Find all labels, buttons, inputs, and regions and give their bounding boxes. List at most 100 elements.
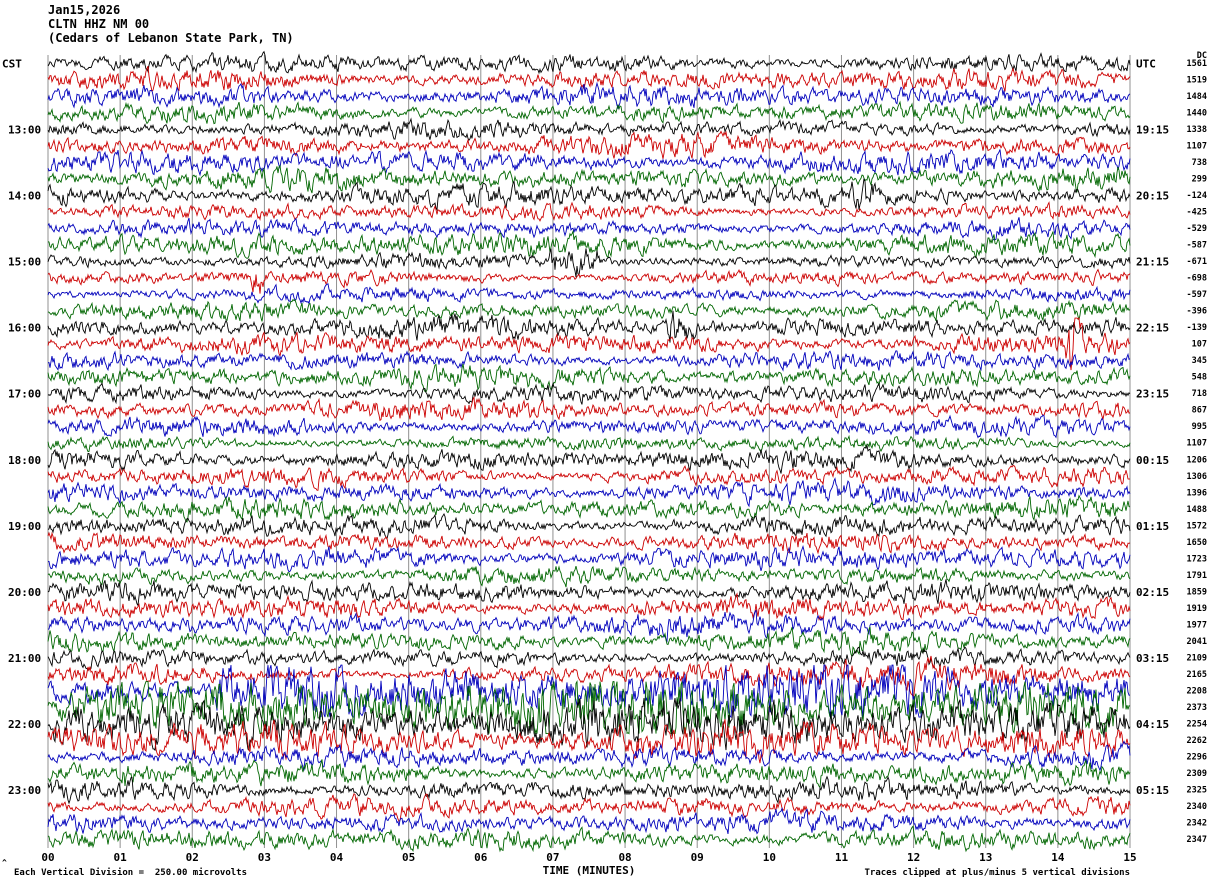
dc-offset-value: 1561 bbox=[1187, 59, 1207, 69]
seismo-trace bbox=[47, 50, 1131, 75]
utc-hour-label: 20:15 bbox=[1136, 189, 1169, 202]
seismo-trace bbox=[47, 164, 1131, 194]
x-tick-label: 02 bbox=[186, 851, 199, 864]
seismo-trace bbox=[47, 464, 1131, 491]
dc-offset-value: 1440 bbox=[1187, 108, 1207, 118]
dc-offset-value: 2342 bbox=[1187, 819, 1207, 829]
dc-offset-value: 2041 bbox=[1187, 637, 1207, 647]
cst-hour-label: 16:00 bbox=[8, 322, 41, 335]
seismo-trace bbox=[47, 283, 1131, 305]
date-label: Jan15,2026 bbox=[48, 3, 121, 17]
dc-offset-value: 1859 bbox=[1187, 587, 1207, 597]
dc-offset-value: 1338 bbox=[1187, 125, 1207, 135]
seismo-trace bbox=[47, 65, 1131, 93]
dc-offset-value: 1919 bbox=[1187, 604, 1207, 614]
x-tick-label: 07 bbox=[546, 851, 559, 864]
dc-offset-value: 738 bbox=[1192, 158, 1207, 168]
dc-offset-value: 2254 bbox=[1187, 720, 1207, 730]
seismo-trace bbox=[47, 100, 1131, 125]
dc-offset-value: 1488 bbox=[1187, 505, 1207, 515]
dc-offset-value: -597 bbox=[1187, 290, 1207, 300]
utc-hour-label: 05:15 bbox=[1136, 784, 1169, 797]
utc-hour-label: 22:15 bbox=[1136, 322, 1169, 335]
dc-offset-value: 2165 bbox=[1187, 670, 1207, 680]
x-tick-label: 04 bbox=[330, 851, 344, 864]
dc-offset-value: 345 bbox=[1192, 356, 1207, 366]
cst-hour-label: 19:00 bbox=[8, 520, 41, 533]
dc-offset-value: -587 bbox=[1187, 241, 1207, 251]
header: Jan15,2026 CLTN HHZ NM 00 (Cedars of Leb… bbox=[48, 3, 294, 45]
dc-offset-value: 2109 bbox=[1187, 654, 1207, 664]
x-tick-label: 15 bbox=[1123, 851, 1136, 864]
seismo-trace bbox=[47, 396, 1131, 422]
dc-offset-value: 2296 bbox=[1187, 753, 1207, 763]
dc-offset-value: 548 bbox=[1192, 373, 1207, 383]
seismo-trace bbox=[47, 317, 1131, 371]
utc-hour-label: UTC bbox=[1136, 57, 1156, 70]
seismo-trace bbox=[47, 531, 1131, 555]
cst-hour-label: 21:00 bbox=[8, 652, 41, 665]
x-tick-label: 13 bbox=[979, 851, 992, 864]
cst-hour-label: 23:00 bbox=[8, 784, 41, 797]
dc-offset-value: 2340 bbox=[1187, 802, 1207, 812]
corner-mark: ^ bbox=[2, 858, 7, 867]
dc-offset-value: 1977 bbox=[1187, 621, 1207, 631]
x-tick-label: 08 bbox=[618, 851, 631, 864]
clip-note: Traces clipped at plus/minus 5 vertical … bbox=[864, 868, 1130, 878]
seismo-trace bbox=[47, 443, 1131, 474]
dc-offset-value: 1107 bbox=[1187, 439, 1207, 449]
x-tick-label: 01 bbox=[114, 851, 128, 864]
seismo-trace bbox=[47, 626, 1131, 657]
dc-offset-value: 867 bbox=[1192, 406, 1207, 416]
utc-hour-label: 01:15 bbox=[1136, 520, 1169, 533]
seismo-trace bbox=[47, 268, 1131, 294]
seismo-trace bbox=[47, 646, 1131, 671]
cst-hour-label: 18:00 bbox=[8, 454, 41, 467]
x-tick-label: 10 bbox=[763, 851, 776, 864]
seismo-trace bbox=[47, 698, 1131, 752]
seismo-trace bbox=[47, 609, 1131, 643]
seismo-trace bbox=[47, 679, 1131, 735]
cst-hour-label: 20:00 bbox=[8, 586, 41, 599]
dc-offset-value: -529 bbox=[1187, 224, 1207, 234]
seismo-trace bbox=[47, 350, 1131, 372]
seismo-trace bbox=[47, 229, 1131, 259]
seismo-trace bbox=[47, 579, 1131, 607]
x-tick-label: 00 bbox=[41, 851, 54, 864]
seismo-trace bbox=[47, 825, 1131, 853]
cst-hour-label: 14:00 bbox=[8, 189, 41, 202]
cst-hour-label: CST bbox=[2, 57, 22, 70]
dc-offset-value: 718 bbox=[1192, 389, 1207, 399]
dc-offset-value: 1723 bbox=[1187, 554, 1207, 564]
seismo-trace bbox=[47, 565, 1131, 588]
dc-offset-value: 2208 bbox=[1187, 687, 1207, 697]
seismo-trace bbox=[47, 592, 1131, 622]
seismo-trace bbox=[47, 298, 1131, 322]
seismo-trace bbox=[47, 117, 1131, 141]
seismo-trace bbox=[47, 201, 1131, 222]
dc-offset-value: -124 bbox=[1187, 191, 1207, 201]
scale-note: Each Vertical Division = 250.00 microvol… bbox=[14, 868, 247, 878]
x-tick-label: 05 bbox=[402, 851, 415, 864]
x-tick-label: 11 bbox=[835, 851, 849, 864]
seismo-trace bbox=[47, 382, 1131, 405]
dc-offset-value: 1791 bbox=[1187, 571, 1207, 581]
dc-offset-value: 1484 bbox=[1187, 92, 1207, 102]
cst-hour-label: 13:00 bbox=[8, 123, 41, 136]
seismo-trace bbox=[47, 793, 1131, 822]
seismo-trace bbox=[47, 149, 1131, 177]
seismo-trace bbox=[47, 248, 1131, 278]
station-label: CLTN HHZ NM 00 bbox=[48, 17, 150, 31]
utc-hour-label: 04:15 bbox=[1136, 718, 1169, 731]
dc-offset-value: 2325 bbox=[1187, 786, 1207, 796]
dc-offset-value: -396 bbox=[1187, 307, 1207, 317]
x-tick-label: 12 bbox=[907, 851, 920, 864]
seismo-trace bbox=[47, 363, 1131, 393]
seismo-trace bbox=[47, 178, 1131, 212]
seismo-trace bbox=[47, 740, 1131, 772]
seismo-trace bbox=[47, 719, 1131, 764]
utc-hour-label: 23:15 bbox=[1136, 388, 1169, 401]
dc-offset-value: -425 bbox=[1187, 207, 1207, 217]
dc-offset-value: 2373 bbox=[1187, 703, 1207, 713]
